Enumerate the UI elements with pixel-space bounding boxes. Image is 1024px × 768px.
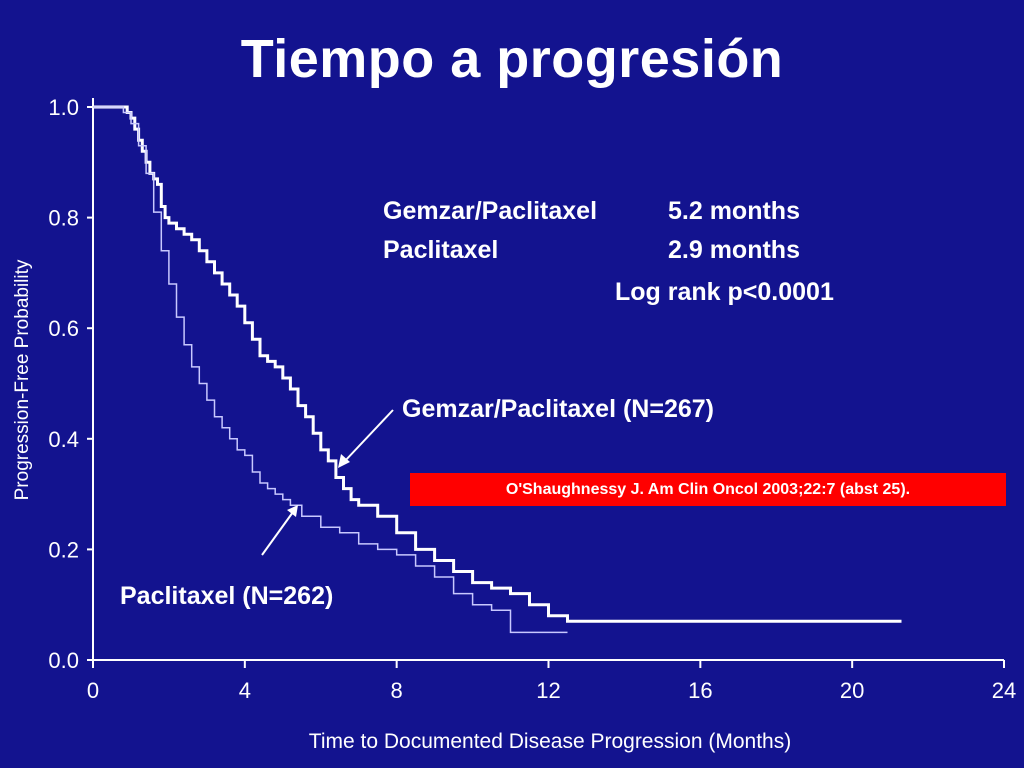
annotation-arrow-gemzar [343, 409, 394, 463]
x-tick-label: 0 [87, 678, 99, 703]
y-tick-label: 0.0 [48, 648, 79, 673]
x-tick-label: 4 [239, 678, 251, 703]
x-tick-label: 24 [992, 678, 1016, 703]
chart-series [93, 105, 902, 634]
annotation-arrow-paclitaxel [261, 511, 294, 556]
summary-value-paclitaxel: 2.9 months [668, 236, 800, 264]
summary-box: Gemzar/Paclitaxel 5.2 months Paclitaxel … [383, 197, 834, 306]
x-tick-label: 12 [536, 678, 560, 703]
annotation-paclitaxel: Paclitaxel (N=262) [120, 582, 333, 610]
summary-label-gemzar: Gemzar/Paclitaxel [383, 197, 597, 225]
y-axis-label: Progression-Free Probability [12, 259, 33, 500]
summary-label-paclitaxel: Paclitaxel [383, 236, 498, 264]
annotations: Gemzar/Paclitaxel (N=267) Paclitaxel (N=… [120, 395, 714, 610]
summary-value-gemzar: 5.2 months [668, 197, 800, 225]
series-line-paclitaxel [93, 106, 568, 634]
x-tick-label: 16 [688, 678, 712, 703]
annotation-arrowhead-paclitaxel [287, 505, 298, 517]
slide-title: Tiempo a progresión [240, 29, 784, 89]
chart-ticks: 0 4 8 12 16 20 24 0.0 0.2 0.4 0.6 0.8 1.0 [48, 95, 1016, 703]
series-line-gemzar-paclitaxel [93, 105, 902, 623]
x-tick-label: 8 [391, 678, 403, 703]
annotation-gemzar: Gemzar/Paclitaxel (N=267) [402, 395, 714, 423]
y-tick-label: 0.6 [48, 316, 79, 341]
y-tick-label: 0.8 [48, 206, 79, 231]
x-tick-label: 20 [840, 678, 864, 703]
x-axis-label: Time to Documented Disease Progression (… [309, 730, 791, 753]
citation-box: O'Shaughnessy J. Am Clin Oncol 2003;22:7… [410, 473, 1006, 506]
annotation-arrowhead-gemzar [338, 454, 350, 468]
chart-axes [92, 98, 1004, 661]
summary-stat: Log rank p<0.0001 [615, 278, 834, 306]
y-tick-label: 0.4 [48, 427, 79, 452]
y-tick-label: 1.0 [48, 95, 79, 120]
y-tick-label: 0.2 [48, 537, 79, 562]
